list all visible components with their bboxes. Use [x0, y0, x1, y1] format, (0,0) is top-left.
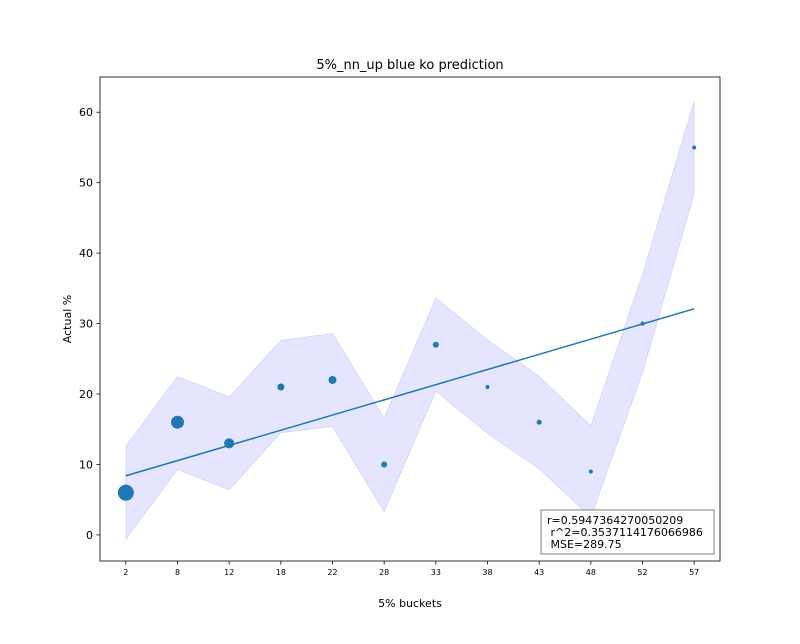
x-tick-label: 48	[586, 568, 596, 577]
x-tick-label: 38	[482, 568, 492, 577]
x-tick-label: 28	[379, 568, 389, 577]
data-point	[328, 375, 337, 384]
y-tick-label: 30	[79, 318, 93, 331]
y-axis-label: Actual %	[61, 295, 74, 343]
stats-r: r=0.5947364270050209	[547, 514, 683, 527]
plot-area	[117, 100, 697, 541]
y-tick-label: 0	[86, 529, 93, 542]
x-tick-label: 33	[431, 568, 441, 577]
x-tick-label: 43	[534, 568, 544, 577]
y-tick-label: 10	[79, 458, 93, 471]
data-point	[485, 384, 490, 389]
data-point	[640, 321, 645, 326]
x-tick-label: 52	[637, 568, 647, 577]
points-layer	[117, 145, 697, 501]
data-point	[277, 383, 285, 391]
y-tick-label: 40	[79, 247, 93, 260]
stats-r-squared: r^2=0.3537114176066986	[547, 526, 703, 539]
stats-box-frame	[540, 509, 715, 555]
x-tick-label: 12	[224, 568, 234, 577]
stats-mse: MSE=289.75	[547, 538, 622, 551]
y-tick-label: 50	[79, 177, 93, 190]
confidence-band	[125, 100, 695, 541]
data-point	[588, 469, 593, 474]
chart-title: 5%_nn_up blue ko prediction	[316, 58, 503, 73]
x-tick-label: 2	[123, 568, 128, 577]
confidence-band-layer	[125, 100, 695, 541]
data-point	[117, 484, 134, 501]
regression-line	[125, 308, 695, 477]
data-point	[171, 415, 184, 429]
x-tick-label: 18	[276, 568, 286, 577]
x-tick-label: 8	[175, 568, 180, 577]
x-tick-label: 57	[689, 568, 699, 577]
data-point	[381, 461, 388, 468]
data-point	[536, 419, 542, 425]
x-axis-ticks: 2 8 12 18 22 28 33 38 43 48 52 57	[123, 561, 699, 577]
x-axis-label: 5% buckets	[378, 597, 442, 610]
stats-box: r=0.5947364270050209 r^2=0.3537114176066…	[540, 509, 715, 555]
data-point	[432, 341, 439, 348]
y-tick-label: 60	[79, 106, 93, 119]
axes-frame	[99, 76, 721, 562]
fit-line-layer	[125, 308, 695, 477]
y-axis-ticks: 0 10 20 30 40 50 60	[79, 106, 100, 542]
data-point	[224, 438, 235, 449]
x-tick-label: 22	[327, 568, 337, 577]
y-tick-label: 20	[79, 388, 93, 401]
data-point	[692, 145, 697, 150]
